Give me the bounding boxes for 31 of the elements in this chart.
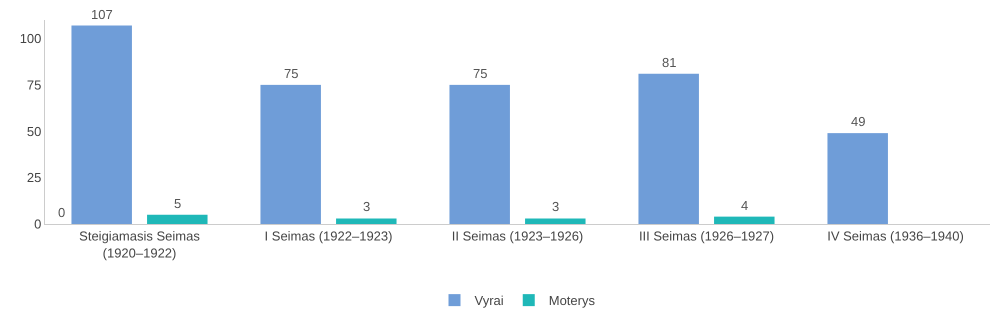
data-label: 107 bbox=[91, 7, 113, 22]
bar bbox=[336, 218, 397, 224]
annotation: 0 bbox=[58, 205, 66, 220]
y-tick-label: 100 bbox=[20, 31, 42, 46]
x-tick-label: IV Seimas (1936–1940) bbox=[827, 228, 964, 244]
data-label: 4 bbox=[741, 198, 748, 213]
x-tick-label: II Seimas (1923–1926) bbox=[452, 228, 584, 244]
data-label: 75 bbox=[284, 66, 298, 81]
legend-label: Vyrai bbox=[474, 293, 504, 308]
data-label: 5 bbox=[174, 196, 182, 211]
bar bbox=[147, 214, 208, 224]
bar bbox=[260, 84, 321, 224]
data-label: 3 bbox=[363, 199, 370, 214]
bar bbox=[827, 133, 888, 224]
x-tick-label: Steigiamasis Seimas (1920–1922) bbox=[79, 228, 200, 260]
bar bbox=[638, 74, 699, 224]
data-label: 75 bbox=[473, 66, 488, 81]
y-tick-label: 0 bbox=[34, 216, 42, 232]
legend-label: Moterys bbox=[548, 293, 596, 308]
bar bbox=[525, 218, 586, 224]
y-tick-label: 75 bbox=[26, 77, 42, 92]
data-label: 81 bbox=[662, 55, 676, 70]
x-tick-label: I Seimas (1922–1923) bbox=[264, 228, 392, 244]
bar bbox=[449, 84, 510, 224]
data-label: 49 bbox=[851, 114, 866, 129]
y-tick-label: 25 bbox=[26, 170, 42, 186]
bar bbox=[71, 26, 132, 224]
y-tick-label: 50 bbox=[26, 124, 42, 139]
data-label: 3 bbox=[552, 199, 560, 214]
x-tick-label: III Seimas (1926–1927) bbox=[638, 228, 774, 244]
bar bbox=[714, 216, 775, 224]
